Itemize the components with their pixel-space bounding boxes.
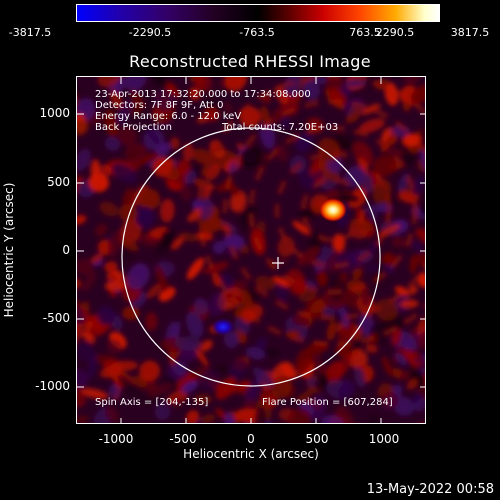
method-label: Back Projection	[95, 122, 172, 133]
solar-limb-circle	[121, 127, 381, 387]
flare-position-label: Flare Position = [607,284]	[262, 397, 393, 408]
x-axis-label: Heliocentric X (arcsec)	[183, 447, 319, 461]
colorbar-tick: -763.5	[239, 26, 275, 39]
total-counts-label: Total counts: 7.20E+03	[222, 122, 339, 133]
negative-source	[211, 318, 235, 336]
colorbar-tick: -3817.5	[8, 26, 52, 39]
rhessi-image	[77, 77, 425, 423]
colorbar-tick: 763.5	[349, 26, 381, 39]
image-title: Reconstructed RHESSI Image	[129, 52, 371, 71]
y-tick-label: -500	[42, 311, 70, 325]
colorbar-tick: 3817.5	[450, 26, 490, 39]
x-tick-label: 500	[305, 432, 329, 446]
y-axis-label: Heliocentric Y (arcsec)	[2, 182, 16, 318]
y-tick-label: 0	[62, 243, 70, 257]
rhessi-image-plot: 23-Apr-2013 17:32:20.000 to 17:34:08.000…	[76, 76, 426, 424]
x-tick-label: 0	[247, 432, 255, 446]
spin-axis-label: Spin Axis = [204,-135]	[95, 397, 209, 408]
x-tick-label: 1000	[368, 432, 400, 446]
y-tick-label: 1000	[39, 106, 70, 120]
x-tick-label: -1000	[98, 432, 134, 446]
x-tick-label: -500	[169, 432, 197, 446]
colorbar-tick: 2290.5	[375, 26, 415, 39]
colorbar-tick: -2290.5	[128, 26, 172, 39]
time-range-label: 23-Apr-2013 17:32:20.000 to 17:34:08.000	[95, 89, 311, 100]
colorbar	[76, 4, 440, 22]
plot-timestamp: 13-May-2022 00:58	[366, 482, 494, 497]
flare-source	[319, 198, 347, 222]
energy-range-label: Energy Range: 6.0 - 12.0 keV	[95, 111, 242, 122]
y-tick-label: -1000	[35, 379, 70, 393]
y-tick-label: 500	[47, 175, 70, 189]
detectors-label: Detectors: 7F 8F 9F, Att 0	[95, 100, 224, 111]
